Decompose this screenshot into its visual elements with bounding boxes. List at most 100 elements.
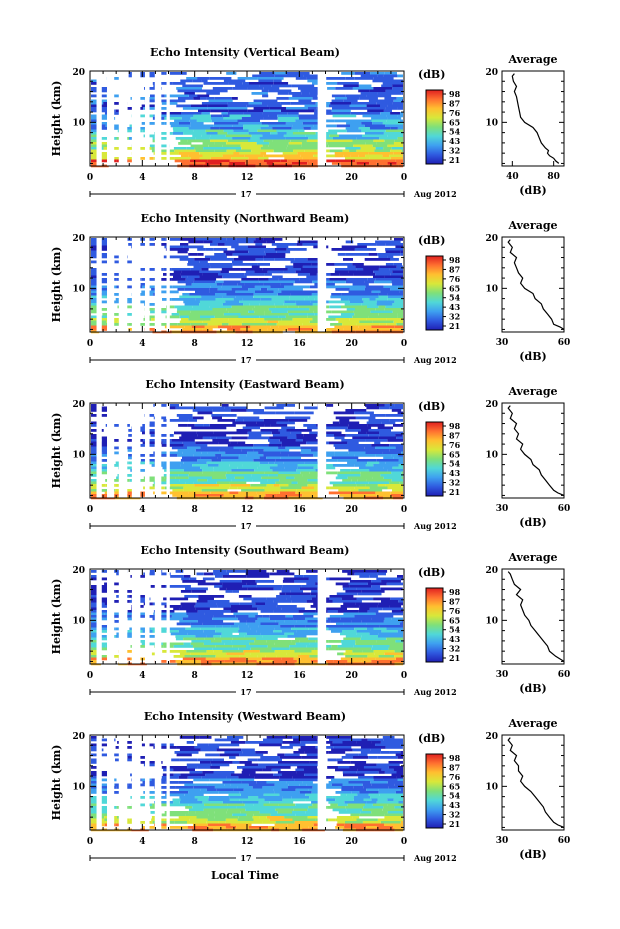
colorbar-tick-label: 87: [449, 762, 460, 772]
heatmap-cell: [371, 617, 385, 621]
heatmap-cell: [367, 278, 376, 281]
heatmap-cell: [285, 592, 311, 596]
heatmap-cell: [279, 491, 296, 495]
heatmap-cell: [246, 622, 261, 626]
heatmap-cell: [150, 434, 174, 437]
heatmap-cell: [174, 821, 187, 824]
heatmap-cell: [91, 738, 116, 742]
heatmap-cell: [352, 748, 371, 752]
heatmap-cell: [278, 474, 303, 477]
heatmap-cell: [344, 801, 367, 804]
heatmap-cell: [366, 788, 379, 792]
heatmap-cell: [231, 640, 255, 643]
heatmap-cell: [281, 426, 295, 430]
heatmap-cell: [372, 320, 394, 324]
heatmap-cell: [192, 79, 202, 83]
heatmap-cell: [141, 104, 160, 108]
heatmap-cell: [286, 429, 312, 432]
heatmap-cell: [395, 434, 403, 437]
heatmap-cell: [290, 293, 312, 296]
heatmap-cell: [172, 132, 184, 135]
heatmap-cell: [186, 77, 198, 80]
heatmap-cell: [328, 818, 335, 822]
colorbar-tick-label: 54: [449, 127, 461, 137]
x-tick-label: 20: [345, 505, 358, 515]
heatmap-cell: [218, 791, 226, 794]
heatmap-cell: [238, 122, 262, 125]
heatmap-cell: [91, 781, 100, 784]
heatmap-cell: [380, 741, 403, 744]
heatmap-cell: [189, 577, 197, 581]
heatmap-cell: [384, 139, 395, 143]
data-gap: [144, 71, 150, 166]
heatmap-cell: [192, 409, 213, 412]
heatmap-cell: [284, 157, 303, 160]
heatmap-cell: [273, 484, 280, 487]
heatmap-cell: [294, 632, 320, 636]
heatmap-cell: [239, 602, 256, 606]
heatmap-cell: [188, 811, 196, 814]
heatmap-cell: [217, 132, 228, 135]
heatmap-cell: [275, 489, 297, 492]
heatmap-cell: [234, 248, 250, 251]
heatmap-cell: [346, 808, 363, 812]
heatmap-cell: [375, 308, 385, 311]
heatmap-cell: [260, 429, 279, 432]
data-gap: [166, 735, 170, 830]
heatmap-cell: [226, 149, 236, 153]
heatmap-cell: [371, 783, 395, 787]
heatmap-cell: [258, 253, 266, 256]
heatmap-cell: [300, 741, 318, 744]
heatmap-cell: [359, 791, 379, 794]
heatmap-cell: [262, 268, 288, 271]
heatmap-cell: [290, 431, 302, 435]
heatmap-cell: [236, 238, 256, 241]
heatmap-cell: [105, 323, 129, 326]
heatmap-cell: [179, 122, 191, 125]
heatmap-cell: [207, 104, 228, 108]
heatmap-cell: [207, 464, 219, 467]
heatmap-cell: [214, 816, 239, 819]
heatmap-cell: [173, 464, 181, 467]
heatmap-cell: [248, 288, 261, 291]
heatmap-cell: [260, 756, 267, 759]
heatmap-cell: [238, 315, 260, 319]
heatmap-cell: [387, 439, 403, 442]
heatmap-cell: [398, 660, 403, 663]
heatmap-cell: [276, 655, 298, 658]
heatmap-cell: [171, 268, 191, 271]
heatmap-cell: [210, 258, 234, 261]
heatmap-cell: [294, 823, 314, 827]
heatmap-cell: [332, 114, 357, 118]
heatmap-cell: [308, 637, 320, 641]
heatmap-cell: [326, 77, 346, 80]
profile-line: [507, 239, 565, 330]
heatmap-cell: [254, 285, 271, 289]
heatmap-cell: [361, 129, 386, 133]
x-tick-label: 4: [139, 173, 145, 183]
heatmap-cell: [180, 318, 189, 321]
heatmap-cell: [296, 303, 306, 306]
heatmap-cell: [279, 793, 306, 797]
heatmap-cell: [210, 761, 233, 764]
heatmap-cell: [402, 99, 403, 103]
heatmap-cell: [179, 652, 191, 656]
heatmap-cell: [200, 748, 217, 752]
heatmap-cell: [326, 159, 336, 163]
heatmap-cell: [260, 632, 285, 636]
heatmap-cell: [276, 595, 291, 598]
profile-y-tick-label: 10: [485, 616, 498, 626]
heatmap-cell: [221, 738, 239, 742]
heatmap-cell: [237, 119, 260, 123]
heatmap-cell: [207, 600, 230, 603]
heatmap-cell: [352, 650, 363, 653]
heatmap-cell: [173, 607, 180, 611]
heatmap-cell: [386, 637, 403, 641]
heatmap-cell: [329, 615, 341, 618]
heatmap-cell: [294, 821, 320, 824]
heatmap-cell: [164, 469, 184, 472]
heatmap-cell: [190, 642, 204, 646]
heatmap-cell: [326, 328, 337, 331]
heatmap-cell: [301, 756, 319, 759]
heatmap-cell: [293, 657, 301, 661]
